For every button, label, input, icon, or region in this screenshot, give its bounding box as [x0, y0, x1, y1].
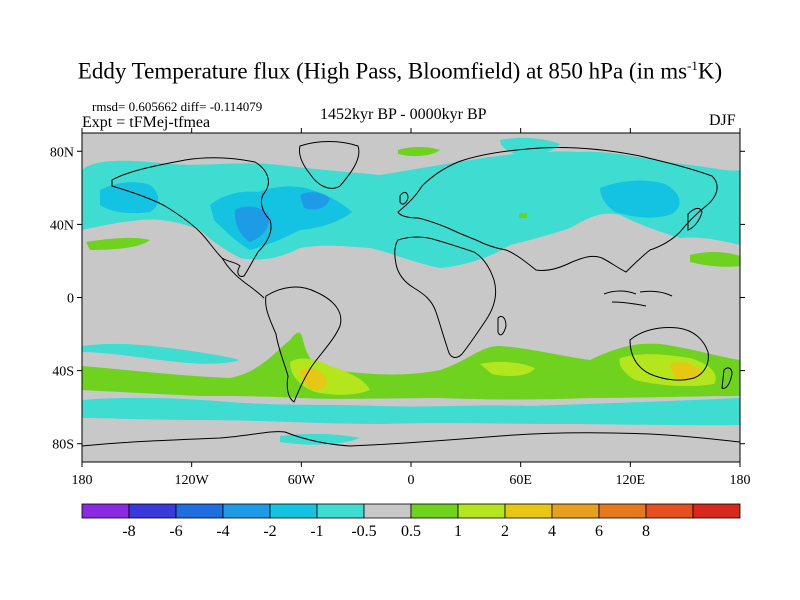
colorbar-swatch [175, 503, 224, 519]
east-asia-band [600, 180, 680, 218]
colorbar-swatch [692, 503, 741, 519]
colorbar-swatch [363, 503, 412, 519]
lon-tick-label: 60W [288, 473, 316, 488]
lon-tick-label: 120E [616, 473, 646, 488]
eurasia-coast [397, 146, 718, 273]
japan-coast [687, 207, 703, 231]
greenland-coast [299, 141, 360, 189]
colorbar-swatch [81, 503, 130, 519]
new-zealand-coast [721, 367, 733, 389]
colorbar: -8 -6 -4 -2 -1 -0.5 0.5 1 2 4 6 8 [81, 503, 741, 540]
latitude-axis: 80N 40N 0 40S 80S [50, 145, 745, 453]
colorbar-label: 1 [454, 523, 462, 540]
colorbar-label: 4 [548, 523, 556, 540]
flux-field [82, 137, 740, 447]
s-america-orange-core [300, 368, 327, 391]
lon-tick-label: 0 [408, 473, 415, 488]
antarctic-cyan-patch [280, 433, 360, 445]
south-america-coast [265, 286, 342, 403]
africa-coast [394, 236, 497, 358]
colorbar-label: -2 [263, 523, 276, 540]
lon-tick-label: 180 [730, 473, 751, 488]
colorbar-swatch [269, 503, 318, 519]
season-label: DJF [709, 112, 736, 129]
experiment-label: Expt = tFMej-tfmea [82, 114, 211, 131]
nw-pacific-green [690, 252, 740, 267]
coastlines [82, 141, 740, 447]
south-pacific-cyan-patch [82, 343, 240, 364]
caspian-green-dot [519, 213, 527, 218]
lon-tick-label: 60E [509, 473, 532, 488]
colorbar-label: -1 [310, 523, 323, 540]
lon-tick-label: 180 [72, 473, 93, 488]
lat-tick-label: 80S [52, 438, 74, 453]
australia-orange-core [670, 362, 702, 380]
colorbar-swatch [128, 503, 177, 519]
colorbar-label: -6 [169, 523, 182, 540]
colorbar-swatch [504, 503, 553, 519]
time-period-label: 1452kyr BP - 0000kyr BP [320, 106, 487, 123]
indian-ocean-yellow [480, 361, 535, 376]
colorbar-label: 8 [642, 523, 650, 540]
labrador-strong [300, 192, 330, 210]
negative-anomaly-regions [82, 137, 740, 445]
central-america-coast [221, 257, 265, 299]
lon-tick-label: 120W [175, 473, 210, 488]
north-america-coast [111, 157, 272, 277]
chart-title: Eddy Temperature flux (High Pass, Bloomf… [77, 58, 723, 84]
lat-tick-label: 0 [67, 292, 74, 307]
southern-green-band [82, 332, 740, 400]
colorbar-swatch [645, 503, 694, 519]
colorbar-label: 6 [595, 523, 603, 540]
indonesia-coast [603, 290, 673, 307]
colorbar-swatch [410, 503, 459, 519]
uk-coast [399, 191, 409, 205]
southern-ocean-cyan-band [82, 397, 740, 426]
colorbar-label: 2 [501, 523, 509, 540]
colorbar-label: 0.5 [401, 523, 421, 540]
colorbar-swatch [457, 503, 506, 519]
colorbar-swatch [222, 503, 271, 519]
antarctica-coast [82, 431, 740, 447]
colorbar-label: -4 [216, 523, 229, 540]
australia-coast [629, 327, 709, 381]
colorbar-swatch [316, 503, 365, 519]
rmsd-diff-stats: rmsd= 0.605662 diff= -0.114079 [92, 99, 263, 114]
lat-tick-label: 40N [50, 218, 74, 233]
lat-tick-label: 80N [50, 145, 74, 160]
pacific-green-strip [86, 237, 150, 250]
lat-tick-label: 40S [52, 365, 74, 380]
pacific-north-core [100, 182, 159, 214]
colorbar-swatch [598, 503, 647, 519]
colorbar-label: -0.5 [351, 523, 376, 540]
colorbar-label: -8 [122, 523, 135, 540]
longitude-axis: 180 120W 60W 0 60E 120E 180 [72, 128, 751, 488]
nw-atlantic-strong [234, 206, 269, 242]
arctic-green-patch [398, 147, 440, 157]
madagascar-coast [497, 315, 507, 336]
colorbar-swatch [551, 503, 600, 519]
